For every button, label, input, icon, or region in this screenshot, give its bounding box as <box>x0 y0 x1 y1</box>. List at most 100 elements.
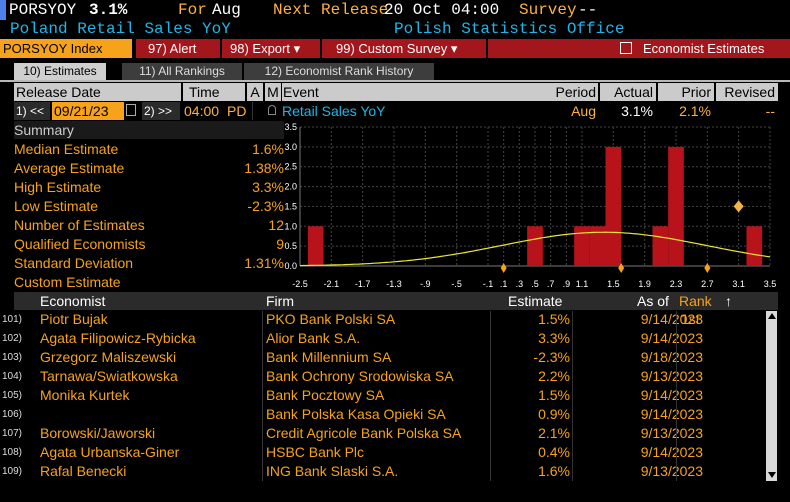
prev-date-button[interactable]: 1) << <box>14 102 50 120</box>
as-of-date: 9/13/2023 <box>640 425 703 441</box>
row-number: 107) <box>2 428 23 439</box>
rank-value: 1st <box>681 311 700 327</box>
x-tick-label: 2.3 <box>670 279 683 289</box>
table-header: Economist Firm Estimate As of Rank ↑ <box>14 292 778 310</box>
summary-row: Low Estimate -2.3% <box>14 197 284 216</box>
x-tick-label: -2.5 <box>292 279 308 289</box>
header-firm[interactable]: Firm <box>266 293 294 309</box>
histogram-bar <box>652 226 669 266</box>
ticker-value: 3.1% <box>89 1 128 19</box>
distribution-curve <box>299 231 771 267</box>
x-tick-label: .1 <box>500 279 508 289</box>
col-m: M <box>265 83 281 101</box>
event-period: Aug <box>571 103 596 119</box>
y-tick-label: 1.5 <box>284 201 297 211</box>
summary-title: Summary <box>14 121 284 139</box>
bell-icon[interactable] <box>268 105 276 115</box>
x-tick-label: -.5 <box>451 279 462 289</box>
histogram-bar <box>307 226 324 266</box>
event-timezone: PD <box>227 103 247 119</box>
table-row[interactable]: 105) Monika Kurtek Bank Pocztowy SA 1.5% 9/1… <box>0 386 790 405</box>
summary-row: Qualified Economists 9 <box>14 235 284 254</box>
col-prior: Prior <box>658 83 714 101</box>
scrollbar[interactable] <box>766 311 777 481</box>
firm-name: Bank Polska Kasa Opieki SA <box>266 406 446 422</box>
table-row[interactable]: 106) Bank Polska Kasa Opieki SA 0.9% 9/14/2… <box>0 405 790 424</box>
row-number: 106) <box>2 409 23 420</box>
x-tick-label: 1.1 <box>576 279 589 289</box>
estimate-value: 2.1% <box>538 425 570 441</box>
axis-marker-icon <box>500 263 507 273</box>
tab-underline <box>0 80 790 82</box>
table-row[interactable]: 109) Rafal Benecki ING Bank Slaski S.A. 1.6… <box>0 462 790 481</box>
summary-value: 3.3% <box>252 179 284 195</box>
histogram-bar <box>574 226 590 266</box>
economist-name: Grzegorz Maliszewski <box>40 349 177 365</box>
summary-label: Number of Estimates <box>14 217 145 233</box>
economist-name: Rafal Benecki <box>40 463 127 479</box>
table-row[interactable]: 102) Agata Filipowicz-Rybicka Alior Bank S… <box>0 329 790 348</box>
summary-value: 1.6% <box>252 141 284 157</box>
scroll-down-icon[interactable] <box>768 472 776 478</box>
header-as-of[interactable]: As of <box>637 293 669 309</box>
menu-bar: PORSYOY Index 97) Alert 98) Export ▾ 99)… <box>0 39 790 58</box>
table-row[interactable]: 104) Tarnawa/Swiatkowska Bank Ochrony Srod… <box>0 367 790 386</box>
table-row[interactable]: 108) Agata Urbanska-Giner HSBC Bank Plc 0.4… <box>0 443 790 462</box>
estimate-value: 0.9% <box>538 406 570 422</box>
col-period: Period <box>540 83 598 101</box>
tab-all-rankings[interactable]: 11) All Rankings <box>122 63 242 80</box>
estimate-value: 2.2% <box>538 368 570 384</box>
estimate-value: 1.6% <box>538 463 570 479</box>
economist-estimates-button[interactable]: Economist Estimates <box>488 39 790 58</box>
header-rank[interactable]: Rank <box>679 293 712 309</box>
tab-rank-history[interactable]: 12) Economist Rank History <box>244 63 434 80</box>
ticker-marker <box>0 0 6 20</box>
date-input[interactable]: 09/21/23 <box>52 102 124 120</box>
firm-name: Bank Millennium SA <box>266 349 392 365</box>
as-of-date: 9/14/2023 <box>640 406 703 422</box>
calendar-icon[interactable] <box>126 104 136 116</box>
x-tick-label: 3.5 <box>764 279 777 289</box>
next-date-button[interactable]: 2) >> <box>142 102 180 120</box>
alert-button[interactable]: 97) Alert <box>136 39 220 58</box>
custom-survey-button[interactable]: 99) Custom Survey ▾ <box>322 39 486 58</box>
x-tick-label: 1.5 <box>607 279 620 289</box>
axis-marker-icon <box>618 263 625 273</box>
export-button[interactable]: 98) Export ▾ <box>222 39 320 58</box>
row-number: 105) <box>2 390 23 401</box>
col-release-date: Release Date <box>14 83 181 101</box>
table-row[interactable]: 103) Grzegorz Maliszewski Bank Millennium … <box>0 348 790 367</box>
x-tick-label: .7 <box>547 279 555 289</box>
summary-label: Custom Estimate <box>14 274 121 290</box>
header-economist[interactable]: Economist <box>40 293 106 309</box>
for-label: For <box>178 1 207 19</box>
table-row[interactable]: 107) Borowski/Jaworski Credit Agricole Ban… <box>0 424 790 443</box>
header-estimate[interactable]: Estimate <box>508 293 563 309</box>
summary-label: High Estimate <box>14 179 102 195</box>
sort-arrow-icon[interactable]: ↑ <box>725 293 732 309</box>
histogram-bar <box>668 146 684 266</box>
x-tick-label: .5 <box>531 279 539 289</box>
economist-name: Monika Kurtek <box>40 387 130 403</box>
y-tick-label: 3.5 <box>284 122 297 132</box>
economist-name: Agata Urbanska-Giner <box>40 444 180 460</box>
as-of-date: 9/14/2023 <box>640 330 703 346</box>
x-tick-label: .3 <box>516 279 524 289</box>
actual-marker-icon <box>733 200 744 213</box>
event-revised: -- <box>765 103 775 119</box>
summary-value: 12 <box>268 217 284 233</box>
histogram-bar <box>605 146 622 266</box>
scroll-up-icon[interactable] <box>768 313 776 319</box>
as-of-date: 9/18/2023 <box>640 349 703 365</box>
event-name[interactable]: Retail Sales YoY <box>282 103 386 119</box>
histogram-bar <box>746 226 763 266</box>
row-number: 101) <box>2 314 23 325</box>
index-label[interactable]: PORSYOY Index <box>0 39 132 58</box>
firm-name: Alior Bank S.A. <box>266 330 361 346</box>
y-tick-label: 1.0 <box>284 221 297 231</box>
row-number: 104) <box>2 371 23 382</box>
col-revised: Revised <box>716 83 778 101</box>
economist-name: Tarnawa/Swiatkowska <box>40 368 178 384</box>
tab-estimates[interactable]: 10) Estimates <box>14 63 106 80</box>
table-row[interactable]: 101) Piotr Bujak PKO Bank Polski SA 1.5% 9/1… <box>0 310 790 329</box>
